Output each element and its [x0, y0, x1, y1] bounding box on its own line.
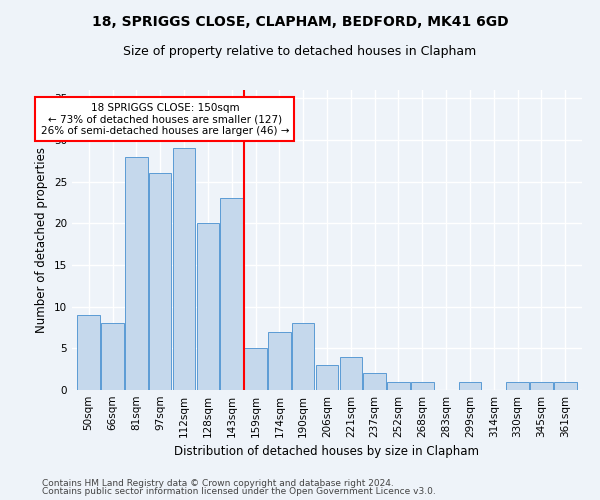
Text: Contains HM Land Registry data © Crown copyright and database right 2024.: Contains HM Land Registry data © Crown c…: [42, 478, 394, 488]
Bar: [292, 324, 314, 390]
Text: Contains public sector information licensed under the Open Government Licence v3: Contains public sector information licen…: [42, 487, 436, 496]
Bar: [220, 198, 243, 390]
Bar: [197, 224, 219, 390]
Text: 18 SPRIGGS CLOSE: 150sqm
← 73% of detached houses are smaller (127)
26% of semi-: 18 SPRIGGS CLOSE: 150sqm ← 73% of detach…: [41, 102, 289, 136]
Bar: [506, 382, 529, 390]
Bar: [244, 348, 267, 390]
Bar: [149, 174, 172, 390]
Bar: [364, 374, 386, 390]
Bar: [101, 324, 124, 390]
Bar: [173, 148, 196, 390]
Bar: [554, 382, 577, 390]
Bar: [458, 382, 481, 390]
Y-axis label: Number of detached properties: Number of detached properties: [35, 147, 49, 333]
Bar: [411, 382, 434, 390]
Bar: [387, 382, 410, 390]
X-axis label: Distribution of detached houses by size in Clapham: Distribution of detached houses by size …: [175, 446, 479, 458]
Text: Size of property relative to detached houses in Clapham: Size of property relative to detached ho…: [124, 45, 476, 58]
Text: 18, SPRIGGS CLOSE, CLAPHAM, BEDFORD, MK41 6GD: 18, SPRIGGS CLOSE, CLAPHAM, BEDFORD, MK4…: [92, 15, 508, 29]
Bar: [125, 156, 148, 390]
Bar: [268, 332, 290, 390]
Bar: [530, 382, 553, 390]
Bar: [77, 315, 100, 390]
Bar: [340, 356, 362, 390]
Bar: [316, 365, 338, 390]
